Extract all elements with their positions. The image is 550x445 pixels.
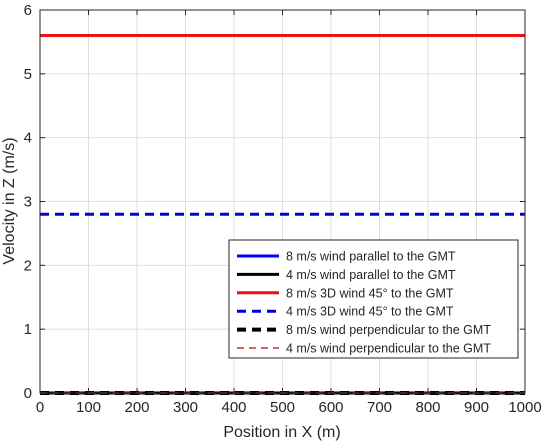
x-tick-label: 100 [76,399,101,416]
x-tick-label: 400 [221,399,246,416]
y-tick-label: 6 [24,2,32,19]
x-tick-label: 0 [36,399,44,416]
y-tick-label: 0 [24,385,32,402]
legend-label-1: 8 m/s wind parallel to the GMT [286,250,456,264]
x-tick-label: 200 [124,399,149,416]
x-tick-label: 500 [270,399,295,416]
ticks: 0 100 200 300 400 500 600 700 800 900 1000 0 1 2 3 4 5 6 [24,2,542,416]
legend-label-4: 4 m/s 3D wind 45° to the GMT [286,305,454,319]
x-tick-label: 800 [415,399,440,416]
legend-label-5: 8 m/s wind perpendicular to the GMT [286,323,491,337]
legend-label-2: 4 m/s wind parallel to the GMT [286,268,456,282]
y-tick-label: 5 [24,66,32,83]
y-tick-label: 3 [24,194,32,211]
x-tick-label: 1000 [508,399,541,416]
x-tick-label: 900 [464,399,489,416]
legend: 8 m/s wind parallel to the GMT 4 m/s wind… [228,239,519,359]
legend-label-6: 4 m/s wind perpendicular to the GMT [286,342,491,356]
legend-label-3: 8 m/s 3D wind 45° to the GMT [286,286,454,300]
x-axis-label: Position in X (m) [223,424,340,441]
legend-box [228,239,519,359]
y-tick-label: 1 [24,321,32,338]
x-tick-label: 700 [367,399,392,416]
y-tick-label: 4 [24,130,32,147]
x-tick-label: 600 [318,399,343,416]
y-axis-label: Velocity in Z (m/s) [1,137,18,264]
y-tick-label: 2 [24,257,32,274]
x-tick-label: 300 [173,399,198,416]
